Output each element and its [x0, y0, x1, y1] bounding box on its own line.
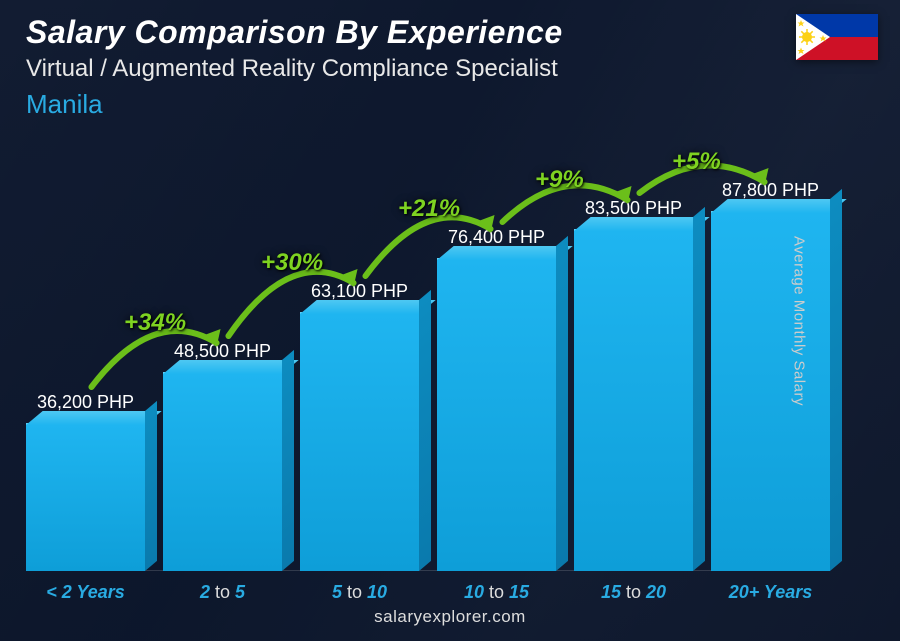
y-axis-label: Average Monthly Salary	[791, 236, 808, 406]
bar-label: 10 to 15	[464, 582, 529, 603]
growth-pct: +21%	[398, 195, 460, 223]
bar-rect	[26, 423, 145, 571]
growth-pct: +5%	[672, 148, 721, 176]
bar-rect	[163, 372, 282, 571]
growth-pct: +30%	[261, 249, 323, 277]
bar-label: 20+ Years	[729, 582, 813, 603]
philippines-flag-icon	[796, 14, 878, 60]
bar-1: 48,500 PHP2 to 5	[163, 341, 282, 571]
bar-3: 76,400 PHP10 to 15	[437, 227, 556, 571]
bar-label: < 2 Years	[46, 582, 125, 603]
page-title: Salary Comparison By Experience	[26, 14, 874, 51]
bar-label: 2 to 5	[200, 582, 245, 603]
growth-pct: +9%	[535, 166, 584, 194]
bar-value: 36,200 PHP	[37, 392, 134, 413]
growth-pct: +34%	[124, 309, 186, 337]
bar-rect	[300, 312, 419, 571]
source-label: salaryexplorer.com	[374, 607, 526, 627]
bar-value: 48,500 PHP	[174, 341, 271, 362]
bar-value: 63,100 PHP	[311, 281, 408, 302]
bar-label: 5 to 10	[332, 582, 387, 603]
bar-rect	[574, 229, 693, 571]
bar-label: 15 to 20	[601, 582, 666, 603]
bar-value: 87,800 PHP	[722, 180, 819, 201]
page-subtitle: Virtual / Augmented Reality Compliance S…	[26, 55, 874, 83]
bar-value: 76,400 PHP	[448, 227, 545, 248]
bar-2: 63,100 PHP5 to 10	[300, 281, 419, 571]
bar-4: 83,500 PHP15 to 20	[574, 198, 693, 571]
bar-rect	[711, 211, 830, 571]
bar-0: 36,200 PHP< 2 Years	[26, 392, 145, 571]
bar-5: 87,800 PHP20+ Years	[711, 180, 830, 571]
location-label: Manila	[26, 89, 874, 120]
bar-chart: 36,200 PHP< 2 Years48,500 PHP2 to 563,10…	[26, 131, 830, 571]
header: Salary Comparison By Experience Virtual …	[26, 14, 874, 120]
bar-value: 83,500 PHP	[585, 198, 682, 219]
bar-rect	[437, 258, 556, 571]
